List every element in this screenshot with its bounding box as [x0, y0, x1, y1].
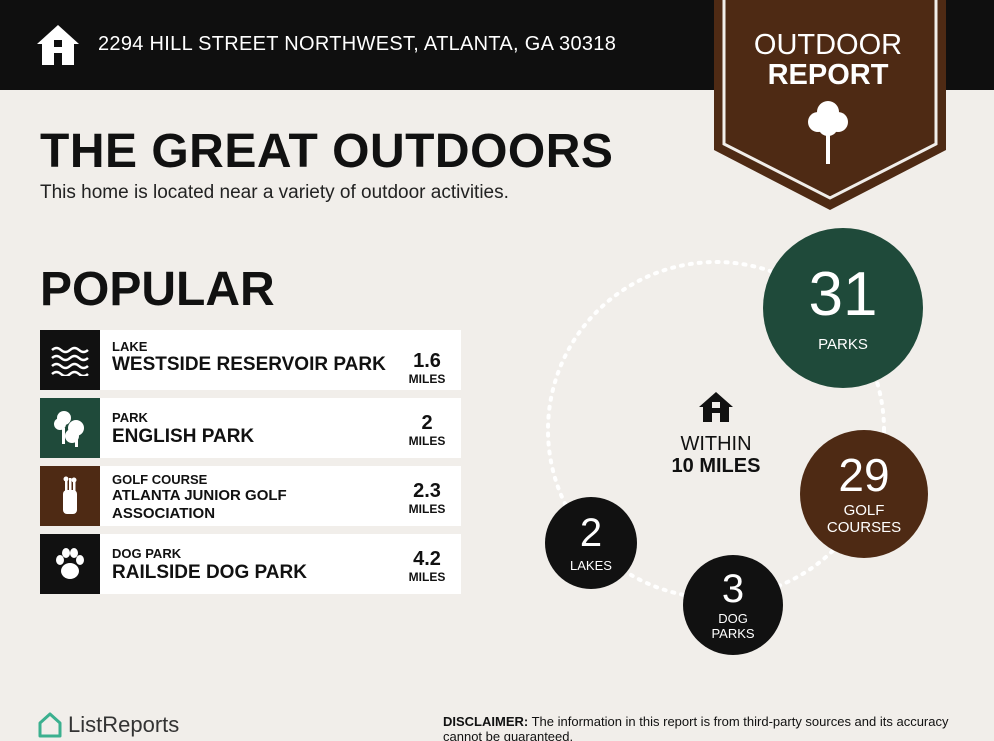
item-distance: 2 MILES [392, 412, 462, 448]
list-item: GOLF COURSE ATLANTA JUNIOR GOLF ASSOCIAT… [40, 466, 461, 526]
stat-value: 29 [838, 449, 890, 501]
paw-icon [40, 534, 100, 594]
stat-value: 31 [808, 259, 878, 329]
tree-icon [808, 101, 848, 164]
stat-label: GOLF COURSES [826, 502, 902, 536]
badge-title: OUTDOOR REPORT [710, 30, 946, 90]
item-distance: 4.2 MILES [392, 548, 462, 584]
outdoor-report-badge [714, 0, 946, 210]
disclaimer-label: DISCLAIMER: [443, 714, 529, 729]
item-name: RAILSIDE DOG PARK [112, 562, 307, 583]
popular-heading: POPULAR [40, 263, 275, 316]
item-type: DOG PARK [112, 546, 182, 561]
item-distance: 1.6 MILES [392, 350, 462, 386]
stat-label: LAKES [570, 557, 612, 573]
stat-value: 2 [579, 510, 603, 555]
item-name: ATLANTA JUNIOR GOLF ASSOCIATION [112, 487, 287, 522]
within-distance: 10 MILES [671, 455, 761, 477]
stat-lakes: 2 LAKES [545, 497, 637, 589]
stat-golf-courses: 29 GOLF COURSES [800, 430, 928, 558]
page-title: THE GREAT OUTDOORS [40, 125, 614, 178]
item-name: WESTSIDE RESERVOIR PARK [112, 354, 386, 375]
badge-line-1: OUTDOOR [753, 29, 903, 61]
stat-dog-parks: 3 DOG PARKS [683, 555, 783, 655]
logo-house-icon [38, 712, 62, 738]
house-icon [699, 392, 733, 422]
property-address: 2294 HILL STREET NORTHWEST, ATLANTA, GA … [98, 33, 617, 55]
house-icon [37, 25, 79, 65]
distance-value: 4.2 [413, 548, 441, 570]
item-type: LAKE [112, 339, 148, 354]
stat-label: DOG PARKS [711, 611, 755, 641]
park-trees-icon [40, 398, 100, 458]
distance-value: 1.6 [413, 350, 441, 372]
list-item: PARK ENGLISH PARK 2 MILES [40, 398, 461, 458]
distance-unit: MILES [408, 434, 446, 448]
stat-parks: 31 PARKS [763, 228, 923, 388]
within-label: WITHIN [680, 433, 752, 455]
item-name: ENGLISH PARK [112, 426, 255, 447]
listreports-logo[interactable]: ListReports [38, 712, 179, 738]
list-item: DOG PARK RAILSIDE DOG PARK 4.2 MILES [40, 534, 461, 594]
distance-unit: MILES [408, 570, 446, 584]
item-distance: 2.3 MILES [392, 480, 462, 516]
list-item: LAKE WESTSIDE RESERVOIR PARK 1.6 MILES [40, 330, 461, 390]
within-radius: WITHIN 10 MILES [660, 390, 772, 477]
distance-unit: MILES [408, 502, 446, 516]
brand-name: ListReports [68, 712, 180, 737]
item-type: PARK [112, 410, 148, 425]
distance-value: 2.3 [413, 480, 441, 502]
disclaimer-text: The information in this report is from t… [443, 714, 949, 741]
stat-label: PARKS [818, 335, 868, 353]
distance-unit: MILES [408, 372, 446, 386]
stat-value: 3 [721, 567, 745, 611]
disclaimer: DISCLAIMER: The information in this repo… [443, 714, 963, 741]
item-type: GOLF COURSE [112, 472, 208, 487]
page-subtitle: This home is located near a variety of o… [40, 182, 509, 203]
distance-value: 2 [421, 412, 433, 434]
water-waves-icon [40, 330, 100, 390]
badge-line-2: REPORT [767, 59, 889, 91]
golf-bag-icon [40, 466, 100, 526]
